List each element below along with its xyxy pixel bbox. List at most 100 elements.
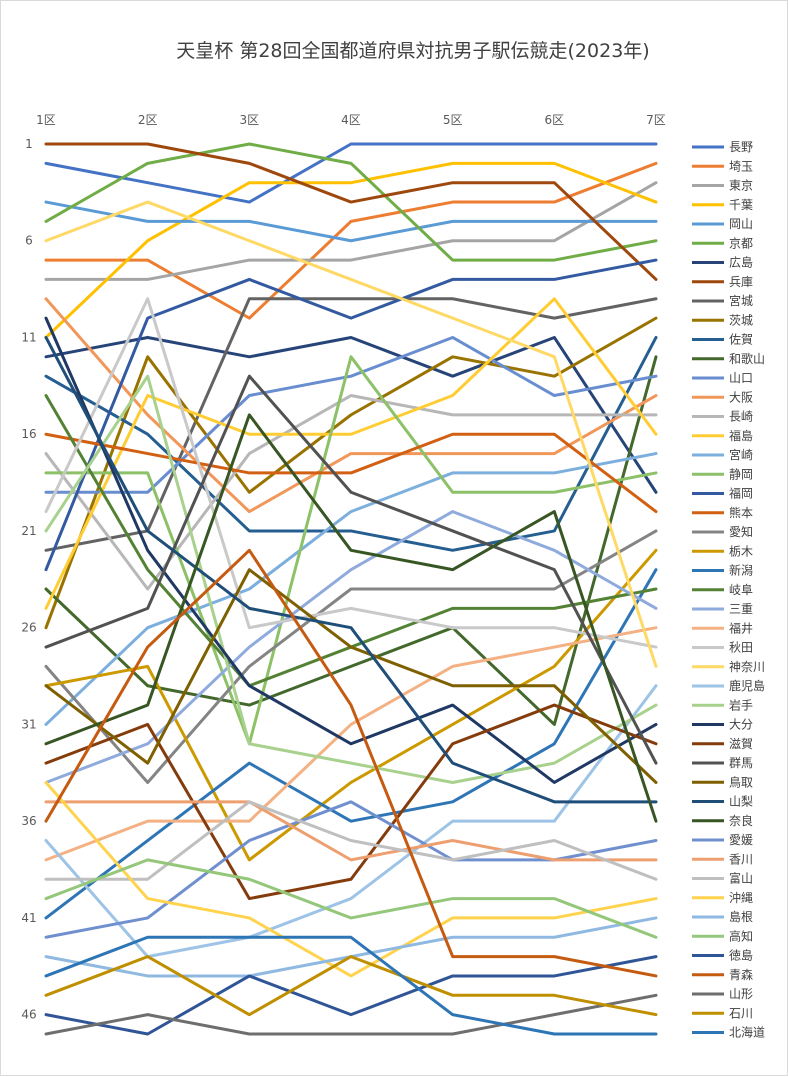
legend-label: 京都 (729, 236, 753, 250)
legend-label: 山梨 (729, 795, 753, 809)
legend-label: 高知 (729, 928, 753, 943)
legend-label: 長崎 (729, 410, 753, 424)
series-line (44, 374, 658, 784)
series-line (44, 316, 658, 630)
series-line (44, 258, 658, 572)
series-line (44, 993, 658, 1036)
series-line (44, 181, 658, 281)
series-line (44, 335, 658, 552)
series-line (44, 335, 658, 494)
y-tick-label: 1 (25, 137, 33, 151)
series-line (44, 452, 658, 726)
series-line (44, 335, 658, 494)
legend-label: 山口 (729, 371, 753, 385)
series-line (44, 858, 658, 939)
legend-label: 栃木 (729, 544, 753, 558)
series-line (44, 142, 658, 262)
y-tick-label: 21 (21, 524, 36, 538)
x-tick-label: 3区 (240, 113, 260, 127)
series-line (44, 142, 658, 281)
legend-label: 香川 (729, 852, 753, 866)
legend-label: 福岡 (729, 486, 753, 501)
legend-label: 東京 (729, 179, 753, 193)
legend-label: 長野 (729, 140, 753, 154)
y-tick-label: 16 (21, 427, 36, 441)
legend-label: 滋賀 (729, 737, 753, 751)
series-line (44, 297, 658, 649)
series-line (44, 413, 658, 823)
series-line (44, 935, 658, 1036)
series-line (44, 568, 658, 784)
series-line (44, 374, 658, 765)
x-tick-label: 2区 (138, 113, 158, 127)
legend-label: 愛媛 (729, 833, 753, 847)
legend: 長野埼玉東京千葉岡山京都広島兵庫宮城茨城佐賀和歌山山口大阪長崎福島宮崎静岡福岡熊… (692, 140, 765, 1040)
legend-label: 静岡 (729, 467, 753, 481)
series-line (44, 432, 658, 514)
legend-label: 岩手 (729, 697, 753, 712)
series-line (44, 142, 658, 204)
legend-label: 山形 (729, 987, 753, 1001)
y-tick-label: 31 (21, 717, 36, 731)
legend-label: 徳島 (729, 948, 753, 963)
x-tick-label: 4区 (341, 113, 361, 127)
x-tick-label: 1区 (36, 113, 56, 127)
legend-label: 愛知 (729, 525, 753, 539)
series-line (44, 548, 658, 862)
series-line (44, 800, 658, 881)
legend-label: 三重 (729, 602, 753, 616)
series-line (44, 316, 658, 784)
legend-label: 富山 (729, 871, 753, 886)
legend-label: 鳥取 (729, 774, 753, 789)
series-line (44, 510, 658, 784)
legend-label: 奈良 (729, 813, 753, 828)
series-line (44, 200, 658, 668)
series-line (44, 200, 658, 243)
series-line (44, 335, 658, 804)
series-lines (44, 142, 658, 1036)
legend-label: 石川 (729, 1006, 753, 1020)
legend-label: 宮城 (729, 293, 753, 308)
legend-label: 大阪 (729, 390, 753, 404)
x-tick-label: 6区 (545, 113, 565, 127)
legend-label: 福井 (729, 620, 753, 635)
series-line (44, 161, 658, 320)
legend-label: 宮崎 (729, 447, 753, 462)
y-tick-label: 11 (21, 330, 36, 344)
legend-label: 埼玉 (729, 159, 753, 173)
legend-label: 神奈川 (729, 660, 765, 674)
legend-label: 茨城 (729, 313, 753, 327)
legend-label: 和歌山 (729, 351, 765, 366)
x-tick-label: 5区 (443, 113, 463, 127)
series-line (44, 297, 658, 610)
y-tick-label: 46 (21, 1008, 36, 1022)
series-line (44, 955, 658, 1036)
series-line (44, 955, 658, 1017)
legend-label: 島根 (729, 909, 753, 924)
y-tick-label: 41 (21, 911, 36, 925)
series-line (44, 529, 658, 784)
legend-label: 広島 (729, 255, 753, 270)
legend-label: 岐阜 (729, 583, 753, 597)
series-line (44, 568, 658, 920)
series-line (44, 548, 658, 978)
legend-label: 佐賀 (729, 333, 753, 347)
series-line (44, 703, 658, 901)
legend-label: 青森 (729, 967, 753, 982)
series-line (44, 626, 658, 862)
series-line (44, 297, 658, 514)
chart-title: 天皇杯 第28回全国都道府県対抗男子駅伝競走(2023年) (176, 40, 649, 62)
legend-label: 岡山 (729, 217, 753, 231)
x-tick-label: 7区 (646, 113, 666, 127)
y-tick-label: 6 (25, 234, 33, 248)
legend-label: 千葉 (729, 198, 753, 212)
legend-label: 沖縄 (729, 890, 753, 905)
series-line (44, 394, 658, 591)
legend-label: 兵庫 (729, 275, 753, 289)
legend-label: 大分 (729, 718, 753, 732)
legend-label: 北海道 (729, 1025, 765, 1040)
series-line (44, 355, 658, 726)
series-line (44, 355, 658, 746)
